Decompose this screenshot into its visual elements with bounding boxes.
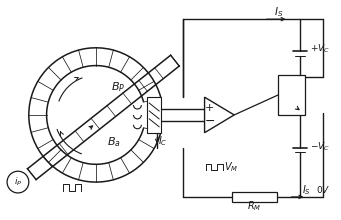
- Text: $0V$: $0V$: [316, 185, 330, 196]
- Text: $-V_C$: $-V_C$: [310, 140, 330, 153]
- Text: $I_C$: $I_C$: [158, 134, 168, 147]
- Text: $V_M$: $V_M$: [224, 160, 238, 174]
- Text: $+V_C$: $+V_C$: [310, 42, 330, 55]
- Text: −: −: [204, 115, 215, 128]
- Text: $B_P$: $B_P$: [110, 80, 125, 94]
- Text: $B_a$: $B_a$: [107, 136, 121, 149]
- Bar: [147, 97, 161, 133]
- Text: +: +: [205, 103, 214, 113]
- Bar: [232, 192, 277, 202]
- Text: $R_M$: $R_M$: [247, 199, 262, 213]
- Text: $I_S$: $I_S$: [274, 5, 283, 19]
- Bar: [278, 75, 305, 115]
- Text: $I_S$: $I_S$: [302, 183, 311, 197]
- Polygon shape: [205, 97, 234, 133]
- Text: $i_P$: $i_P$: [14, 176, 22, 188]
- Circle shape: [7, 171, 29, 193]
